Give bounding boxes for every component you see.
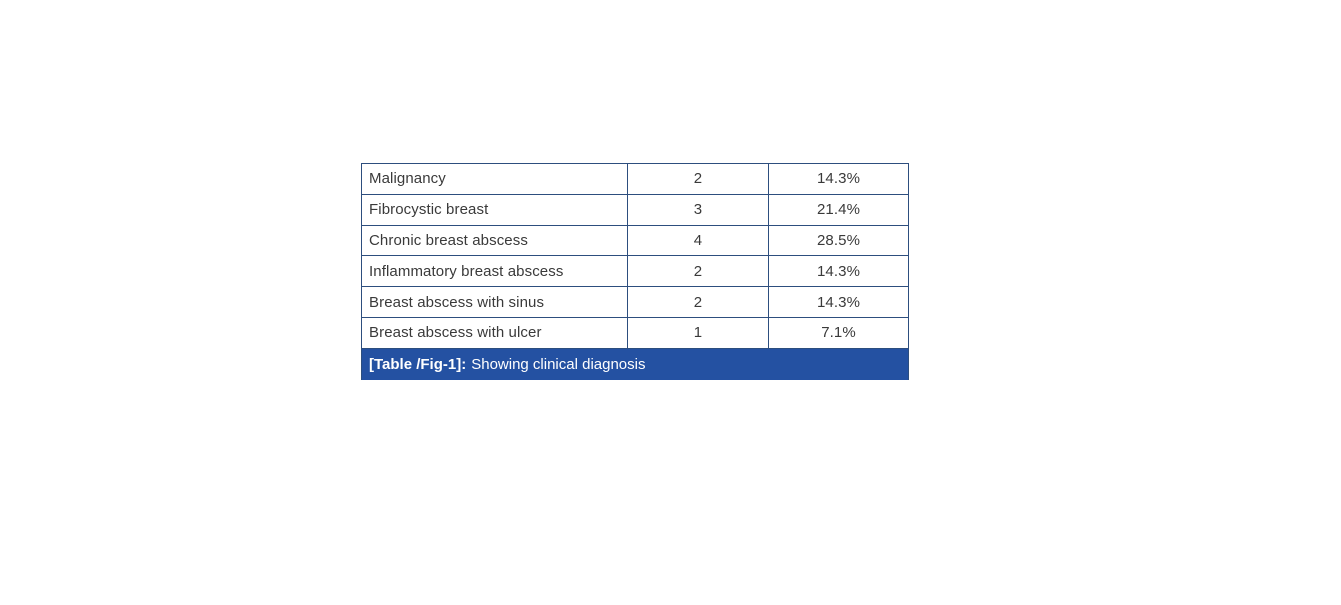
table-row: Inflammatory breast abscess 2 14.3% bbox=[362, 256, 908, 288]
percentage-cell: 14.3% bbox=[768, 256, 908, 287]
count-cell: 4 bbox=[627, 225, 768, 256]
table-row: Breast abscess with ulcer 1 7.1% bbox=[362, 317, 908, 349]
diagnosis-cell: Chronic breast abscess bbox=[369, 231, 528, 249]
count-cell: 3 bbox=[627, 194, 768, 225]
diagnosis-cell: Fibrocystic breast bbox=[369, 201, 489, 219]
diagnosis-cell: Malignancy bbox=[369, 170, 446, 188]
percentage-cell: 14.3% bbox=[768, 287, 908, 317]
percentage-cell: 21.4% bbox=[768, 194, 908, 225]
diagnosis-cell: Breast abscess with ulcer bbox=[369, 324, 542, 342]
count-cell: 2 bbox=[627, 287, 768, 317]
clinical-diagnosis-table: Malignancy 2 14.3% Fibrocystic breast 3 … bbox=[361, 163, 909, 380]
percentage-cell: 7.1% bbox=[768, 317, 908, 348]
diagnosis-cell: Inflammatory breast abscess bbox=[369, 262, 564, 280]
table-row: Fibrocystic breast 3 21.4% bbox=[362, 194, 908, 226]
count-cell: 2 bbox=[627, 164, 768, 194]
table-caption: [Table /Fig-1]: Showing clinical diagnos… bbox=[362, 348, 908, 380]
table-caption-label: [Table /Fig-1]: bbox=[369, 355, 467, 373]
count-cell: 2 bbox=[627, 256, 768, 287]
table-row: Breast abscess with sinus 2 14.3% bbox=[362, 287, 908, 318]
percentage-cell: 14.3% bbox=[768, 164, 908, 194]
table-caption-text: Showing clinical diagnosis bbox=[471, 355, 646, 373]
percentage-cell: 28.5% bbox=[768, 225, 908, 256]
count-cell: 1 bbox=[627, 317, 768, 348]
diagnosis-cell: Breast abscess with sinus bbox=[369, 293, 545, 311]
table-row: Malignancy 2 14.3% bbox=[362, 164, 908, 195]
table-row: Chronic breast abscess 4 28.5% bbox=[362, 225, 908, 257]
